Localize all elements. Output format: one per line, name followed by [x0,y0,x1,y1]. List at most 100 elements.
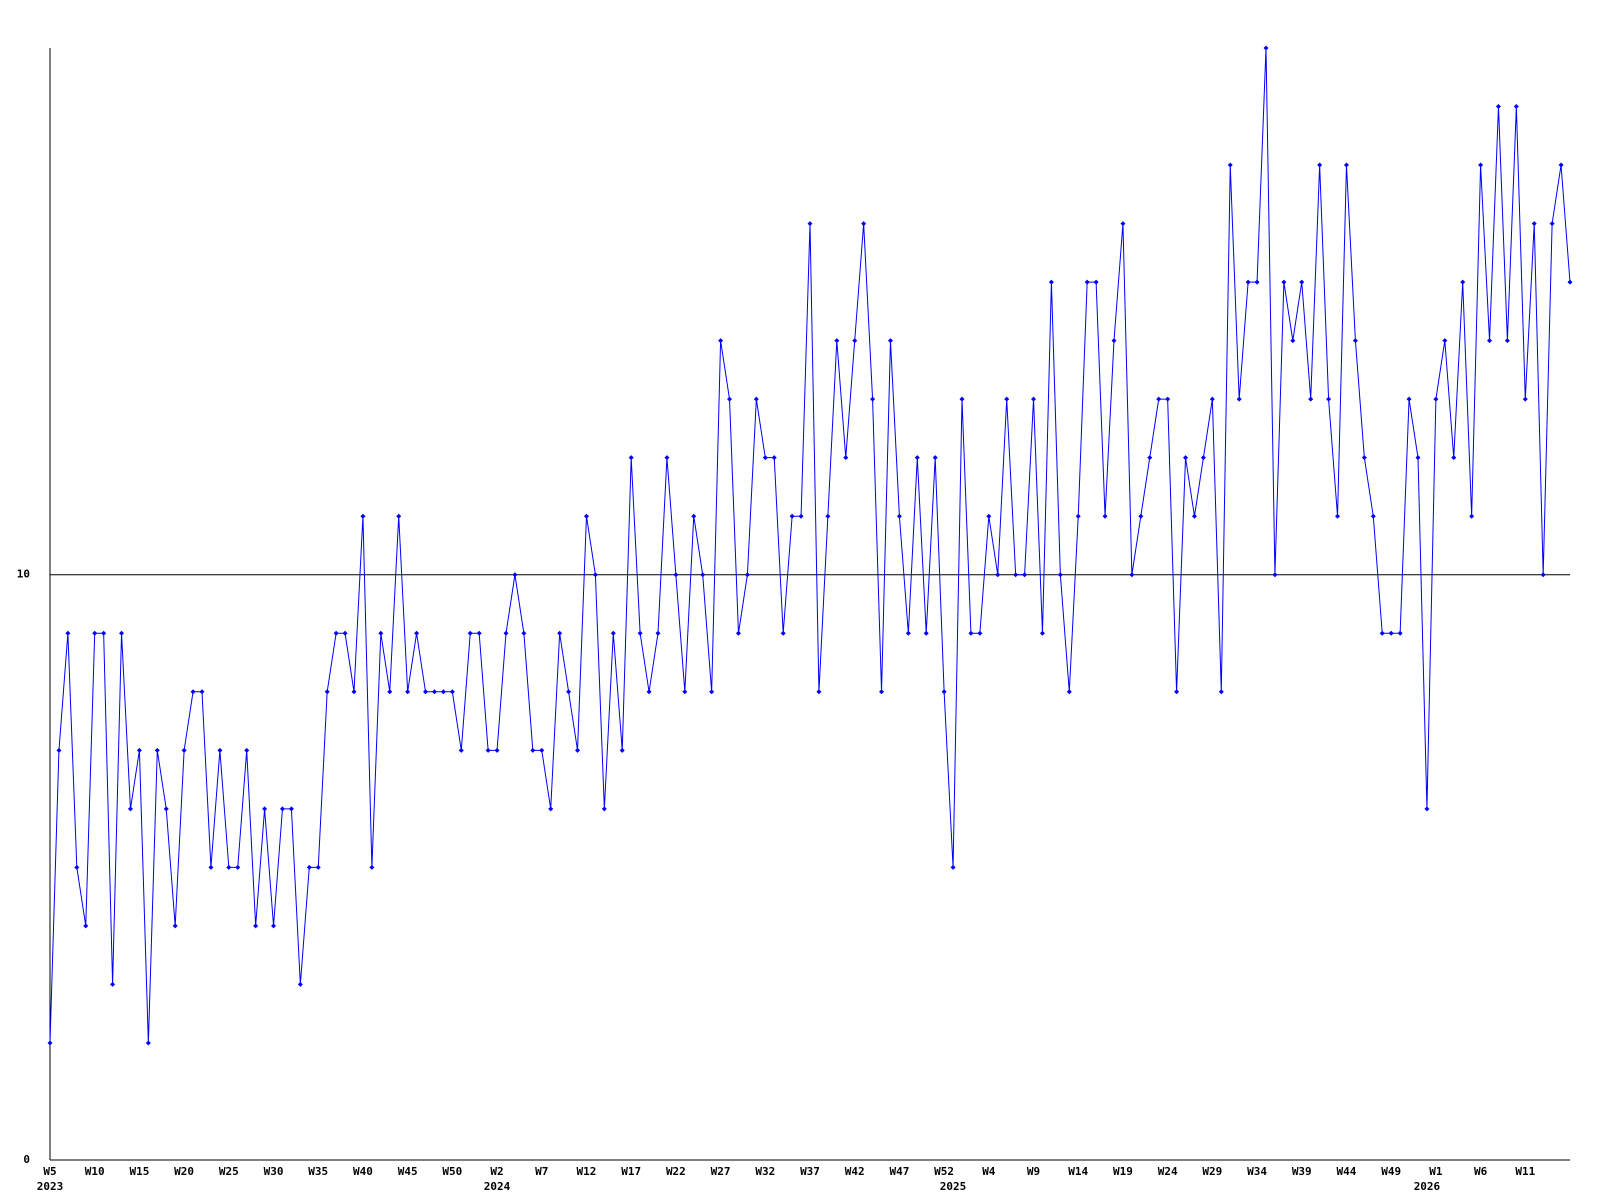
data-point [995,572,1001,578]
data-point [494,747,500,753]
x-tick-label: W52 [934,1165,954,1178]
x-year-label: 2026 [1414,1180,1441,1193]
data-point [199,689,205,695]
data-point [1513,104,1519,110]
data-point [727,396,733,402]
data-point [664,455,670,461]
data-point [503,630,509,636]
data-point [47,1040,53,1046]
data-point [735,630,741,636]
data-point [950,864,956,870]
data-point [1406,396,1412,402]
data-point [181,747,187,753]
data-point [127,806,133,812]
data-point [905,630,911,636]
x-tick-label: W40 [353,1165,373,1178]
data-point [485,747,491,753]
data-point [423,689,429,695]
data-point [1504,338,1510,344]
x-tick-label: W15 [129,1165,149,1178]
data-point [1361,455,1367,461]
data-point [1522,396,1528,402]
x-tick-label: W14 [1068,1165,1088,1178]
x-tick-label: W32 [755,1165,775,1178]
data-point [1272,572,1278,578]
data-point [601,806,607,812]
data-point [476,630,482,636]
data-point [709,689,715,695]
data-point [208,864,214,870]
data-point [798,513,804,519]
data-point [1147,455,1153,461]
data-point [172,923,178,929]
data-point [1031,396,1037,402]
data-point [119,630,125,636]
data-point [896,513,902,519]
data-point [136,747,142,753]
data-point [342,630,348,636]
data-point [583,513,589,519]
data-point [1495,104,1501,110]
data-point [1424,806,1430,812]
data-point [306,864,312,870]
data-point [101,630,107,636]
data-point [279,806,285,812]
data-point [333,630,339,636]
data-point [1111,338,1117,344]
data-point [458,747,464,753]
data-point [1540,572,1546,578]
x-tick-label: W25 [219,1165,239,1178]
x-year-label: 2023 [37,1180,64,1193]
data-point [512,572,518,578]
x-tick-label: W12 [577,1165,597,1178]
data-point [1013,572,1019,578]
x-tick-label: W34 [1247,1165,1267,1178]
data-point [1451,455,1457,461]
data-point [262,806,268,812]
data-point [718,338,724,344]
x-tick-label: W17 [621,1165,641,1178]
x-tick-label: W4 [982,1165,996,1178]
data-point [467,630,473,636]
data-point [378,630,384,636]
data-point [1370,513,1376,519]
x-tick-label: W6 [1474,1165,1488,1178]
data-point [297,981,303,987]
data-point [83,923,89,929]
data-point [1227,162,1233,168]
data-point [1218,689,1224,695]
data-point [1165,396,1171,402]
data-point [1263,45,1269,51]
data-point [1379,630,1385,636]
data-point [825,513,831,519]
data-point [762,455,768,461]
data-point [1442,338,1448,344]
x-tick-label: W22 [666,1165,686,1178]
data-point [521,630,527,636]
y-tick-label: 10 [17,568,30,581]
data-point [217,747,223,753]
data-point [771,455,777,461]
data-point [691,513,697,519]
data-point [539,747,545,753]
data-point [154,747,160,753]
data-point [1549,221,1555,227]
data-point [288,806,294,812]
data-point [592,572,598,578]
data-point [1039,630,1045,636]
data-point [1138,513,1144,519]
data-point [1048,279,1054,285]
data-point [449,689,455,695]
data-point [816,689,822,695]
data-point [414,630,420,636]
data-point [861,221,867,227]
x-tick-label: W44 [1337,1165,1357,1178]
data-point [1281,279,1287,285]
data-point [324,689,330,695]
data-point [1397,630,1403,636]
data-point [566,689,572,695]
data-point [1075,513,1081,519]
data-point [1183,455,1189,461]
x-tick-label: W30 [264,1165,284,1178]
data-point [1191,513,1197,519]
